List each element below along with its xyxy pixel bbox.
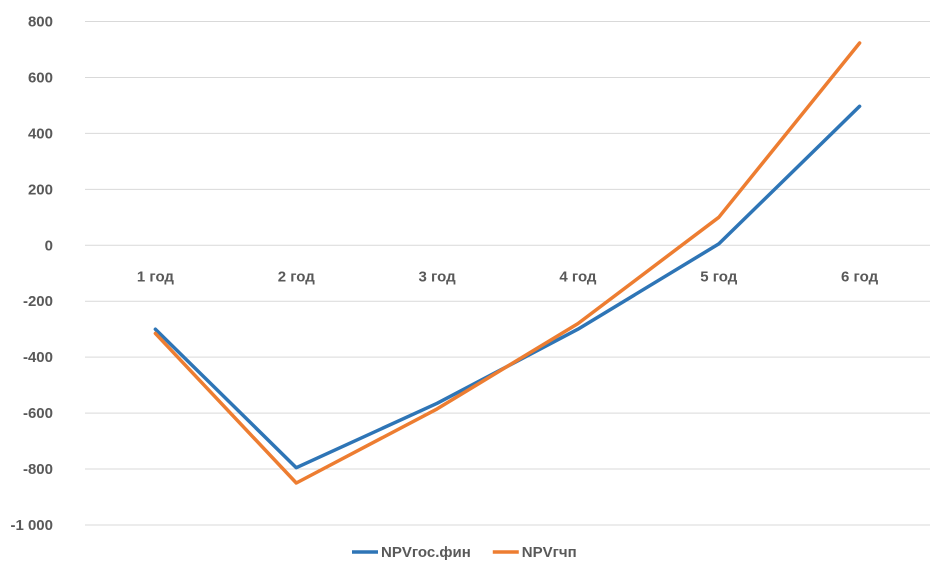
x-axis-tick-labels: 1 год 2 год 3 год 4 год 5 год 6 год [137, 268, 879, 285]
y-tick-label: 600 [28, 69, 53, 86]
series-lines [153, 41, 862, 485]
x-tick-label: 3 год [419, 268, 457, 285]
y-axis-tick-labels: 800 600 400 200 0 -200 -400 -600 -800 -1 000 [10, 14, 53, 535]
legend: NPVгос.фин NPVгчп [352, 544, 577, 561]
x-tick-label: 2 год [278, 268, 316, 285]
legend-label-2: NPVгчп [522, 544, 577, 561]
y-tick-label: 400 [28, 125, 53, 142]
x-tick-label: 6 год [841, 268, 879, 285]
y-tick-label: -400 [23, 349, 53, 366]
x-tick-label: 1 год [137, 268, 175, 285]
y-tick-label: 0 [45, 237, 53, 254]
y-tick-label: -1 000 [10, 517, 53, 534]
y-tick-label: 200 [28, 181, 53, 198]
series-line-2 [153, 41, 862, 485]
gridlines [85, 21, 930, 526]
y-tick-label: -600 [23, 405, 53, 422]
x-tick-label: 4 год [559, 268, 597, 285]
y-tick-label: -800 [23, 461, 53, 478]
x-tick-label: 5 год [700, 268, 738, 285]
y-tick-label: -200 [23, 293, 53, 310]
legend-label-1: NPVгос.фин [381, 544, 471, 561]
y-tick-label: 800 [28, 14, 53, 31]
